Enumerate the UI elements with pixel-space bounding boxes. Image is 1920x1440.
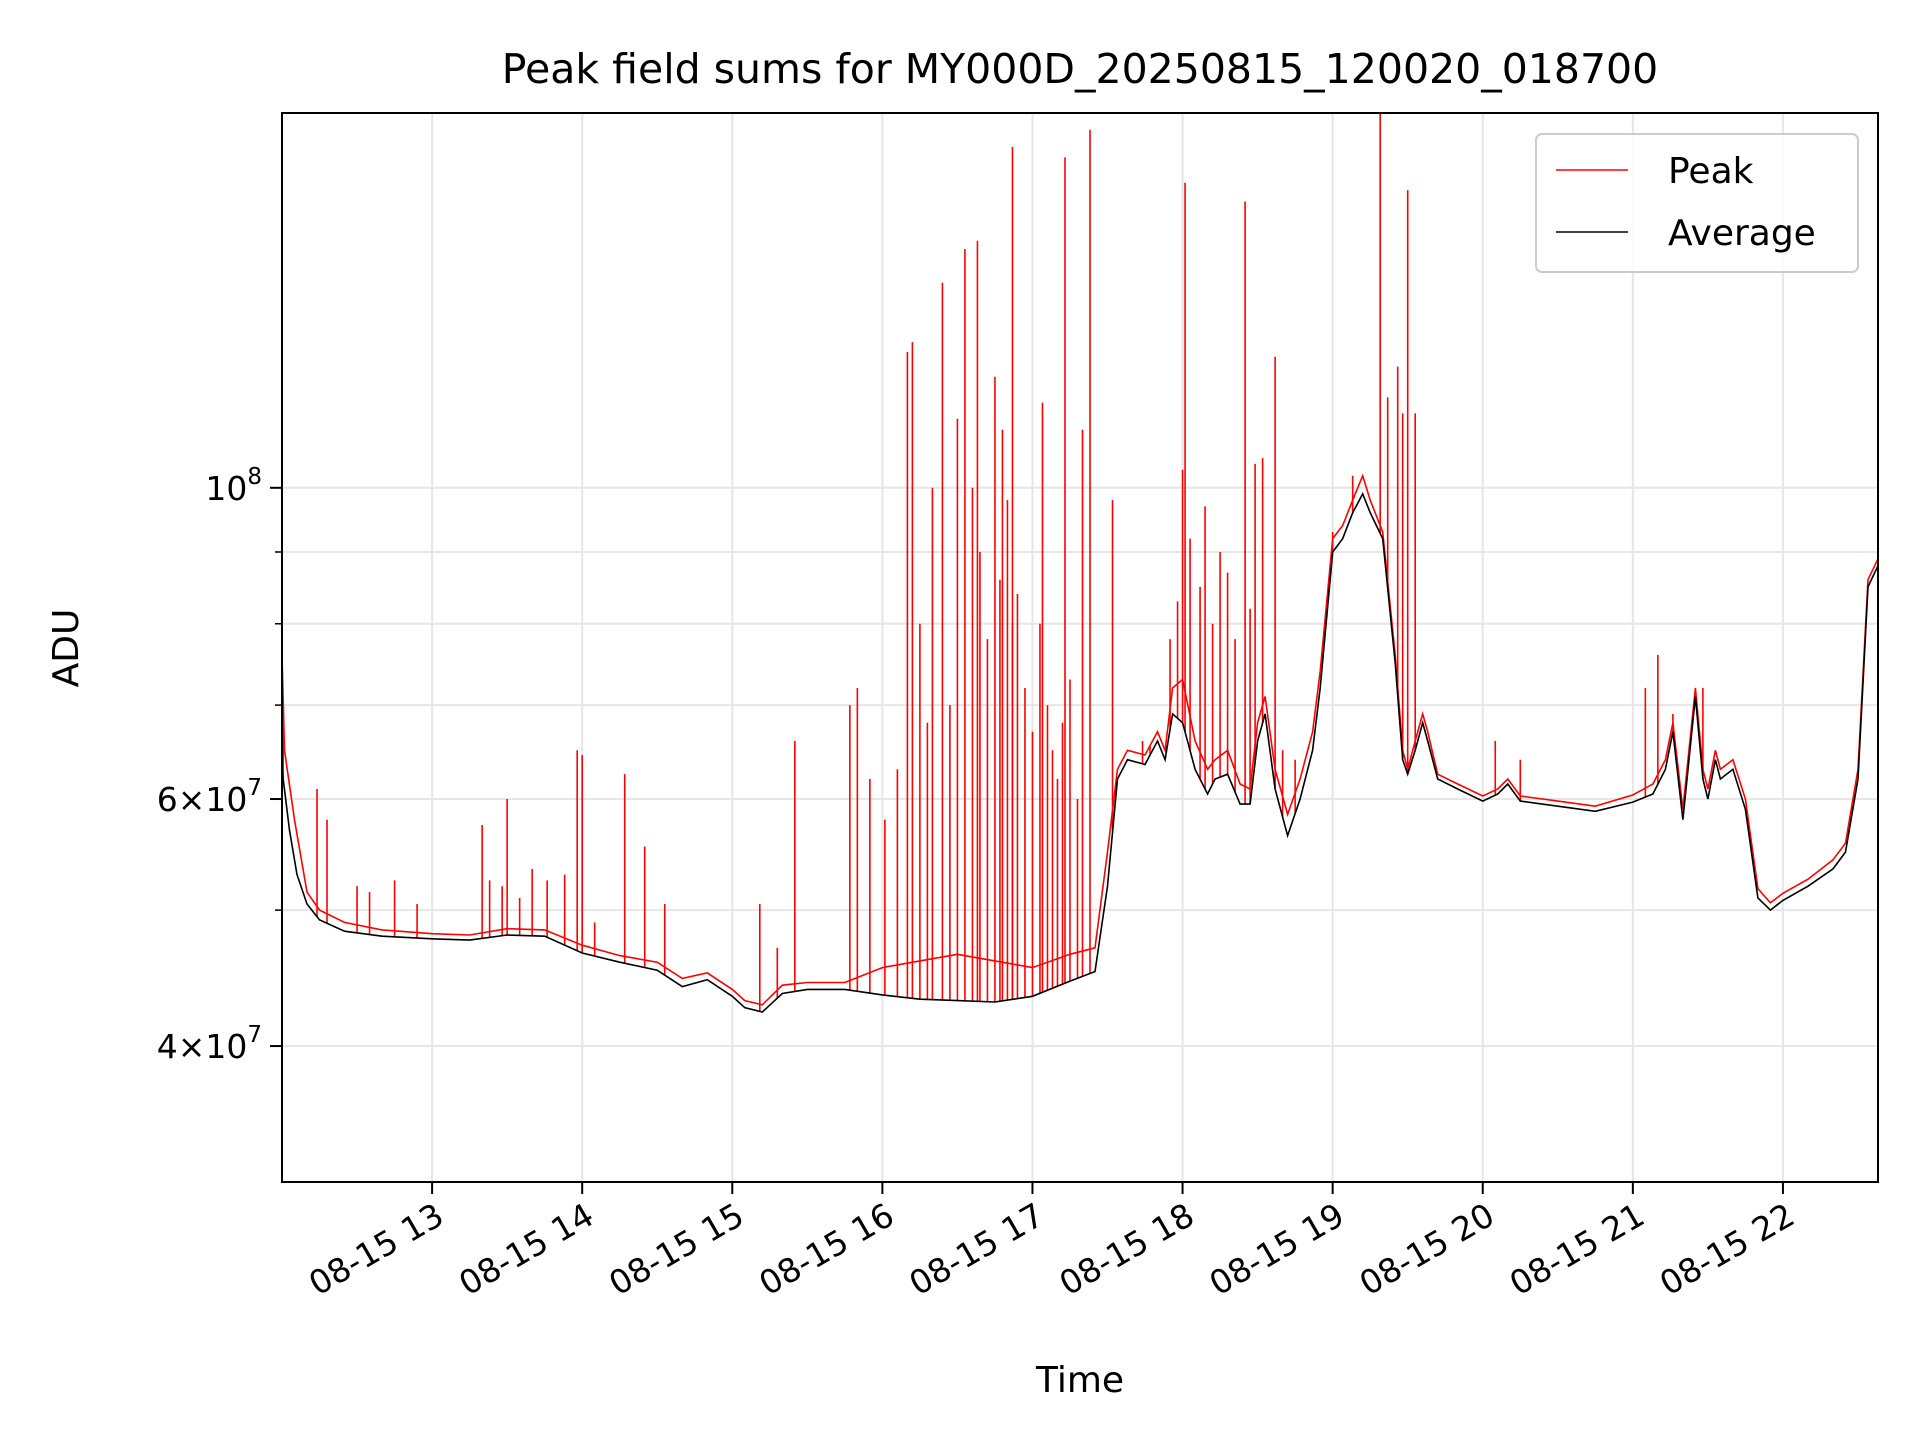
legend-label: Average <box>1668 213 1816 254</box>
plot-frame <box>281 112 1879 1183</box>
chart-title: Peak field sums for MY000D_20250815_1200… <box>502 45 1658 93</box>
y-tick-label: 6×107 <box>157 775 262 819</box>
legend-label: Peak <box>1668 151 1754 192</box>
y-tick-label-exponent: 7 <box>247 775 262 801</box>
legend-box <box>1535 133 1859 273</box>
plot-area <box>282 113 1878 1013</box>
grid-lines <box>282 113 1878 1182</box>
series-line-average <box>282 492 1878 1013</box>
legend: Peak Average <box>1535 133 1859 273</box>
y-tick-label-base: 4×10 <box>157 1027 248 1066</box>
y-tick-label-exponent: 7 <box>247 1022 262 1048</box>
y-tick-label: 4×107 <box>157 1022 262 1066</box>
y-axis-label: ADU <box>46 609 87 688</box>
y-tick-label-exponent: 8 <box>247 464 262 490</box>
y-tick-label-base: 10 <box>205 469 247 508</box>
y-tick-label-base: 6×10 <box>157 780 248 819</box>
x-axis-label: Time <box>1035 1360 1124 1401</box>
y-tick-label: 108 <box>205 464 262 508</box>
